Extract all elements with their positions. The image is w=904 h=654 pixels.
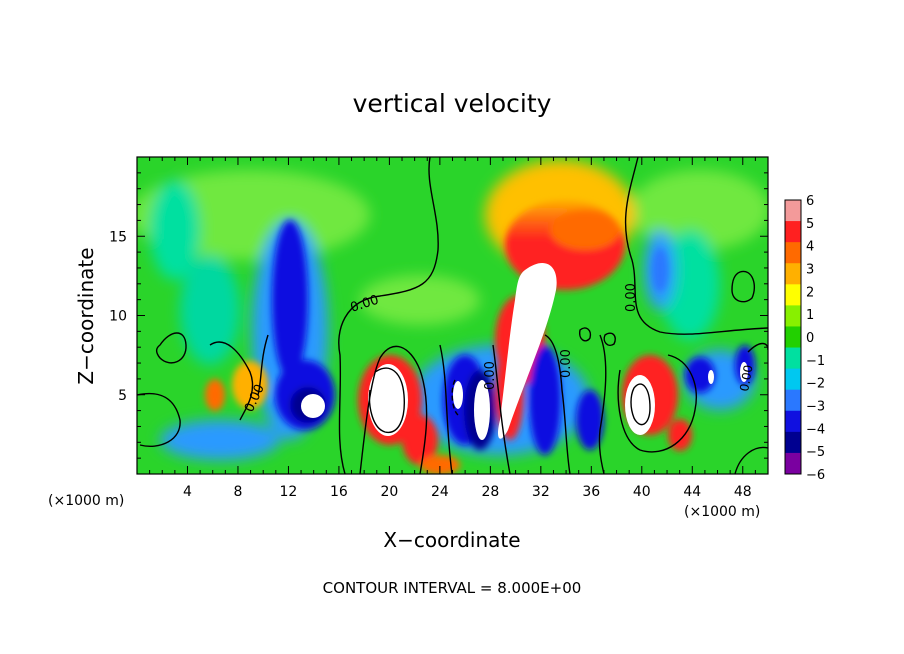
colorbar-tick-label: −6: [806, 468, 825, 483]
x-tick-label: 16: [330, 484, 348, 500]
colorbar-swatch: [785, 410, 801, 433]
updraft-core-20: [368, 364, 408, 436]
y-tick-label: 10: [109, 309, 127, 325]
colorbar-swatch: [785, 263, 801, 285]
x-tick-label: 24: [431, 484, 449, 500]
contour-line: [544, 334, 571, 474]
contour-line: [598, 334, 607, 474]
contour-line: [338, 157, 439, 474]
contour-line: [439, 344, 453, 474]
colorbar-tick-label: −1: [806, 354, 825, 369]
contour-line: [209, 341, 254, 421]
contour-line: [630, 383, 651, 426]
colorbar-tick-label: 5: [806, 217, 814, 232]
x-tick-label: 4: [183, 484, 192, 500]
colorbar-tick-label: 6: [806, 194, 814, 209]
colorbar-tick-label: 2: [806, 285, 814, 300]
x-tick-label: 8: [233, 484, 242, 500]
cell-core-14: [301, 394, 325, 418]
colorbar-swatch: [785, 284, 801, 306]
contour-line: [578, 327, 592, 342]
colorbar-frame: [784, 199, 802, 475]
x-units-label: (×1000 m): [48, 493, 124, 509]
y-axis: 5 10 15: [109, 172, 768, 459]
z-units-label: (×1000 m): [684, 504, 760, 520]
x-axis: 4 8 12 16 20 24 28 32 36 40 44 48: [149, 157, 756, 500]
colorbar-swatch: [785, 452, 801, 475]
updraft-core-plume: [497, 262, 557, 439]
colorbar-swatch: [785, 305, 801, 327]
x-tick-label: 48: [734, 484, 752, 500]
downdraft-core-25: [453, 381, 463, 409]
contour-label: 0.00: [737, 364, 755, 393]
contour-line: [624, 157, 768, 335]
contour-line: [368, 367, 405, 433]
contour-line: [137, 393, 181, 447]
y-tick-label: 15: [109, 229, 127, 245]
cell-core-45: [708, 370, 714, 384]
colorbar-tick-label: −2: [806, 377, 825, 392]
x-tick-label: 20: [380, 484, 398, 500]
y-tick-label: 5: [118, 388, 127, 404]
colorbar-tick-label: 3: [806, 263, 814, 278]
plot-area: [137, 157, 768, 474]
x-axis-label: X−coordinate: [383, 528, 520, 552]
colorbar-tick-label: 0: [806, 331, 814, 346]
chart-title: vertical velocity: [353, 89, 552, 118]
x-tick-label: 40: [633, 484, 651, 500]
contour-label: 0.00: [483, 361, 498, 390]
x-tick-label: 44: [683, 484, 701, 500]
contour-label: 0.00: [624, 283, 639, 312]
cell-core-48: [740, 362, 748, 382]
colorbar-swatch: [785, 368, 801, 391]
contour-line: [492, 344, 511, 474]
colorbar-swatch: [785, 326, 801, 349]
contour-line: [451, 379, 459, 416]
contour-label: 0.00: [559, 349, 574, 378]
colorbar-swatch: [785, 221, 801, 243]
zero-contours: [137, 157, 768, 474]
colorbar-tick-label: −4: [806, 422, 825, 437]
colorbar-tick-label: 1: [806, 308, 814, 323]
colorbar-swatch: [785, 200, 801, 222]
colorbar-swatch: [785, 242, 801, 264]
colorbar: 6 5 4 3 2 1 0 −1 −2 −3 −4 −5 −6: [784, 194, 825, 483]
contour-line: [617, 354, 697, 453]
colorbar-tick-label: −3: [806, 400, 825, 415]
x-tick-label: 32: [532, 484, 550, 500]
contour-line: [359, 345, 428, 474]
x-tick-label: 12: [280, 484, 298, 500]
colorbar-swatch: [785, 431, 801, 454]
contour-line: [734, 446, 768, 474]
contour-interval-note: CONTOUR INTERVAL = 8.000E+00: [323, 579, 582, 597]
downdraft-core-26: [474, 380, 490, 440]
colorbar-tick-label: 4: [806, 240, 814, 255]
contour-line: [731, 270, 756, 303]
contour-line: [603, 332, 616, 346]
colorbar-tick-label: −5: [806, 445, 825, 460]
y-axis-label: Z−coordinate: [74, 247, 98, 384]
x-tick-label: 36: [582, 484, 600, 500]
colorbar-swatch: [785, 347, 801, 370]
x-tick-label: 28: [481, 484, 499, 500]
colorbar-swatch: [785, 389, 801, 412]
contour-line: [155, 332, 187, 364]
contour-line: [257, 334, 269, 396]
